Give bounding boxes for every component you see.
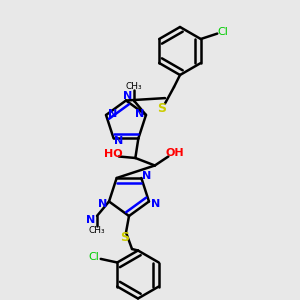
Text: OH: OH	[165, 148, 184, 158]
Text: N: N	[142, 171, 152, 181]
Text: HO: HO	[104, 149, 123, 159]
Text: CH₃: CH₃	[89, 226, 105, 235]
Text: N: N	[135, 109, 144, 118]
Text: Cl: Cl	[218, 27, 229, 38]
Text: N: N	[98, 199, 107, 209]
Text: S: S	[157, 101, 166, 115]
Text: N: N	[108, 109, 117, 118]
Text: CH₃: CH₃	[126, 82, 142, 91]
Text: N: N	[123, 92, 133, 101]
Text: N: N	[151, 199, 160, 209]
Text: N: N	[114, 136, 124, 146]
Text: S: S	[120, 231, 129, 244]
Text: N: N	[86, 215, 96, 225]
Text: Cl: Cl	[88, 252, 99, 262]
